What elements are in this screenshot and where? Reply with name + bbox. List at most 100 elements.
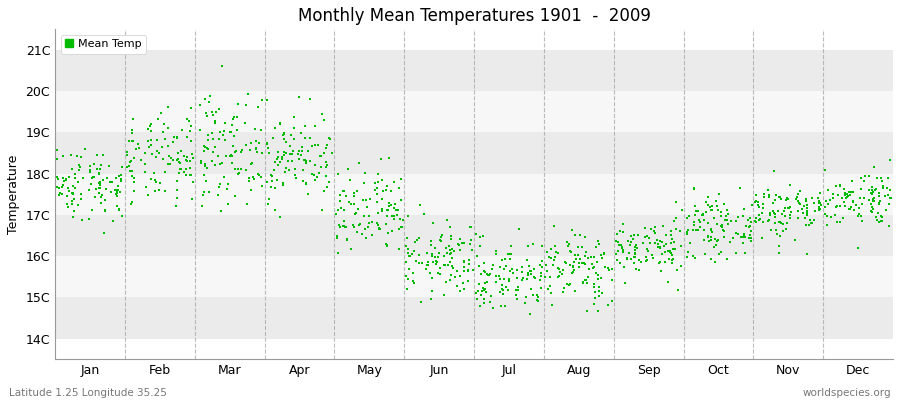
Point: [714, 213, 728, 220]
Point: [308, 142, 322, 149]
Point: [829, 183, 843, 190]
Point: [401, 212, 416, 219]
Point: [179, 172, 194, 178]
Point: [61, 203, 76, 210]
Point: [562, 282, 576, 288]
Point: [675, 207, 689, 214]
Point: [196, 142, 211, 149]
Point: [51, 185, 66, 192]
Point: [566, 264, 580, 270]
Point: [565, 227, 580, 234]
Point: [147, 170, 161, 176]
Point: [244, 140, 258, 146]
Point: [431, 253, 446, 260]
Bar: [55, 50, 893, 91]
Point: [648, 230, 662, 236]
Point: [566, 262, 580, 269]
Point: [205, 158, 220, 165]
Point: [669, 215, 683, 221]
Point: [512, 226, 526, 232]
Point: [371, 179, 385, 185]
Point: [142, 123, 157, 129]
Point: [148, 176, 162, 183]
Point: [798, 198, 813, 205]
Point: [351, 206, 365, 212]
Point: [225, 153, 239, 159]
Point: [461, 277, 475, 284]
Point: [456, 258, 471, 264]
Point: [408, 239, 422, 245]
Point: [217, 128, 231, 134]
Point: [308, 122, 322, 129]
Point: [185, 196, 200, 202]
Point: [597, 250, 611, 256]
Point: [524, 268, 538, 275]
Point: [393, 197, 408, 203]
Point: [496, 291, 510, 297]
Point: [484, 292, 499, 299]
Point: [793, 188, 807, 194]
Point: [200, 112, 214, 119]
Point: [457, 286, 472, 292]
Point: [196, 172, 211, 178]
Point: [749, 191, 763, 198]
Point: [211, 191, 225, 198]
Text: worldspecies.org: worldspecies.org: [803, 388, 891, 398]
Point: [788, 196, 803, 202]
Point: [93, 179, 107, 186]
Point: [866, 189, 880, 196]
Point: [268, 207, 283, 213]
Point: [402, 266, 417, 273]
Point: [367, 186, 382, 193]
Point: [791, 197, 806, 204]
Point: [850, 213, 865, 220]
Point: [218, 120, 232, 126]
Point: [666, 238, 680, 245]
Point: [865, 209, 879, 216]
Point: [617, 280, 632, 286]
Point: [185, 179, 200, 186]
Point: [526, 274, 541, 280]
Point: [616, 229, 630, 236]
Point: [511, 286, 526, 293]
Point: [841, 193, 855, 199]
Point: [592, 293, 607, 299]
Point: [68, 171, 82, 177]
Point: [66, 183, 80, 190]
Point: [846, 199, 860, 205]
Point: [339, 237, 354, 244]
Point: [387, 216, 401, 222]
Point: [519, 294, 534, 300]
Point: [176, 153, 191, 159]
Point: [266, 167, 281, 174]
Point: [251, 104, 266, 110]
Point: [227, 114, 241, 120]
Point: [277, 130, 292, 136]
Point: [688, 203, 703, 209]
Point: [704, 207, 718, 214]
Point: [234, 166, 248, 172]
Point: [723, 239, 737, 245]
Point: [495, 286, 509, 292]
Point: [72, 162, 86, 168]
Point: [805, 195, 819, 202]
Point: [576, 260, 590, 266]
Point: [650, 237, 664, 244]
Point: [664, 228, 679, 234]
Point: [768, 197, 782, 203]
Point: [549, 248, 563, 255]
Point: [204, 130, 219, 137]
Point: [853, 186, 868, 192]
Point: [273, 120, 287, 126]
Point: [641, 248, 655, 254]
Point: [127, 188, 141, 194]
Point: [884, 194, 898, 201]
Point: [357, 170, 372, 176]
Point: [310, 174, 324, 180]
Point: [875, 178, 889, 184]
Point: [275, 156, 290, 162]
Point: [718, 213, 733, 219]
Point: [864, 208, 878, 214]
Point: [112, 207, 127, 213]
Point: [463, 256, 477, 263]
